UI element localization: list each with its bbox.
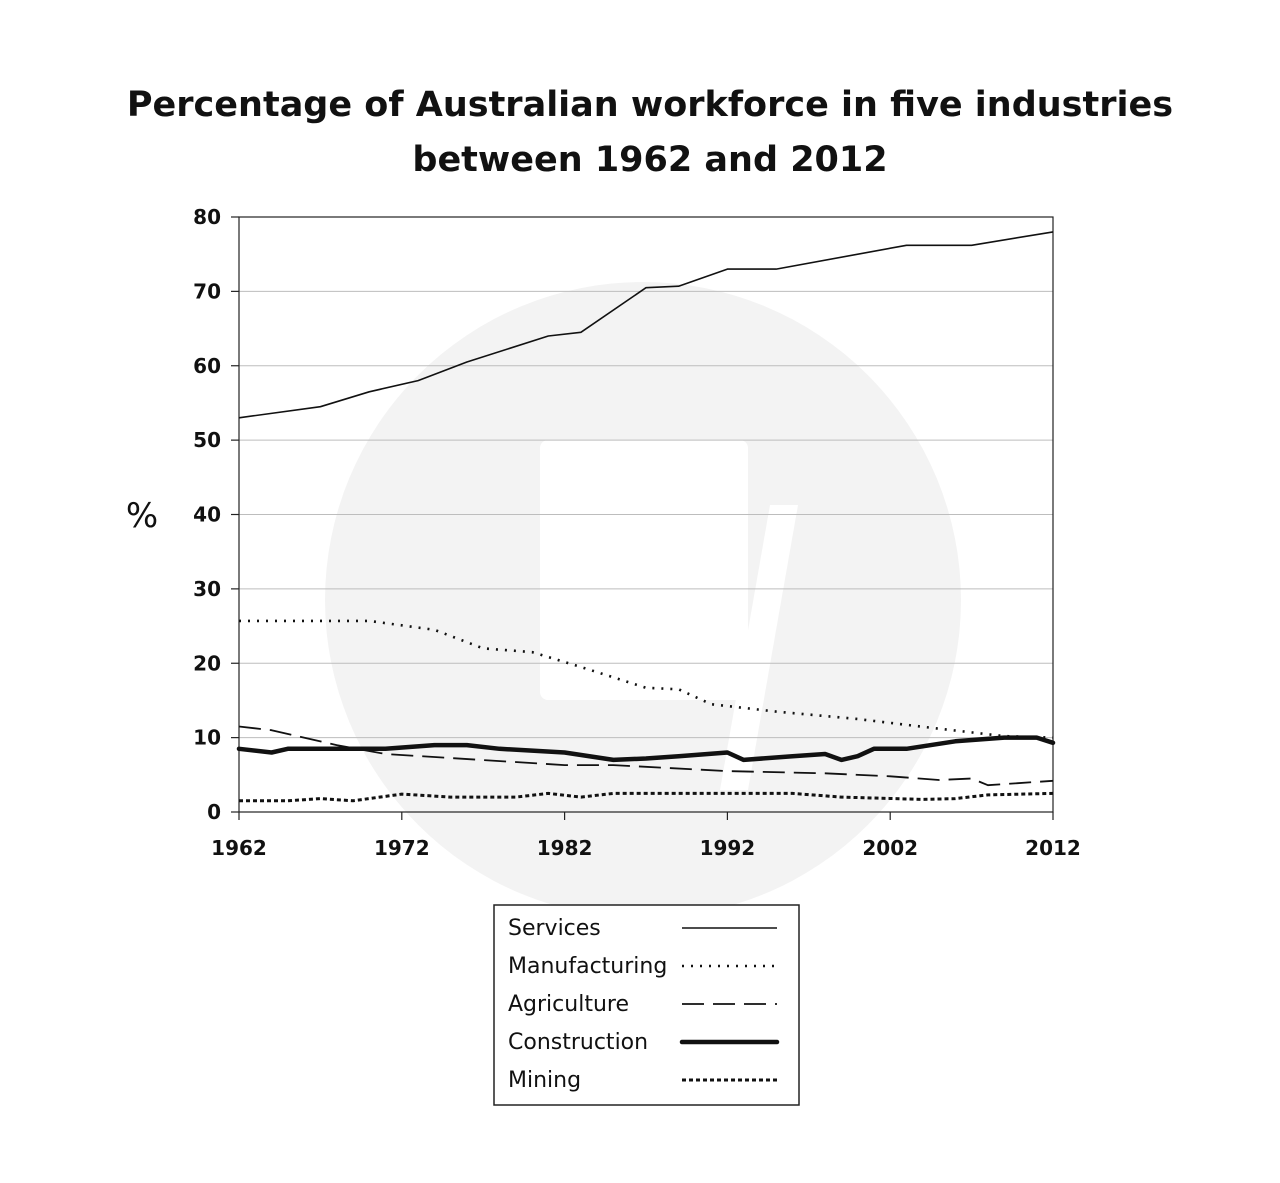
x-tick-label: 1992 xyxy=(700,836,756,860)
y-tick-label: 80 xyxy=(193,205,221,229)
series-line-mining xyxy=(239,791,1054,803)
chart-title-line-1: Percentage of Australian workforce in fi… xyxy=(126,85,1174,125)
y-tick-label: 20 xyxy=(193,651,221,675)
series-lines xyxy=(236,231,1056,803)
y-tick-label: 30 xyxy=(193,577,221,601)
watermark-logo xyxy=(325,282,961,918)
x-tick-label: 1962 xyxy=(211,836,267,860)
series-line-manufacturing xyxy=(239,619,1054,739)
legend: Services Manufacturing Agriculture Construc… xyxy=(493,904,800,1106)
y-tick-label: 70 xyxy=(193,279,221,303)
y-tick-label: 50 xyxy=(193,428,221,452)
legend-box xyxy=(493,904,800,1106)
y-tick-label: 60 xyxy=(193,354,221,378)
chart-title: Percentage of Australian workforce in fi… xyxy=(0,78,1280,188)
y-tick-label: 0 xyxy=(207,800,221,824)
y-tick-label: 40 xyxy=(193,503,221,527)
legend-label-construction: Construction xyxy=(508,1030,648,1055)
plot-frame xyxy=(238,216,1054,813)
y-tick-label: 10 xyxy=(193,726,221,750)
series-line-agriculture xyxy=(238,725,1054,787)
x-tick-label: 1982 xyxy=(537,836,593,860)
legend-label-agriculture: Agriculture xyxy=(508,992,629,1017)
axes: 0 10 20 30 40 50 60 70 80 1962 1972 1982 1992 2002 201… xyxy=(126,205,1081,860)
x-tick-label: 2002 xyxy=(862,836,918,860)
series-line-construction xyxy=(236,735,1056,763)
legend-label-manufacturing: Manufacturing xyxy=(508,954,667,979)
legend-label-mining: Mining xyxy=(508,1068,581,1093)
x-tick-label: 2012 xyxy=(1025,836,1081,860)
grid-lines xyxy=(239,290,1053,739)
legend-label-services: Services xyxy=(508,916,601,941)
y-axis-label: % xyxy=(126,496,158,536)
series-line-services xyxy=(238,231,1054,419)
x-tick-label: 1972 xyxy=(374,836,430,860)
chart-title-line-2: between 1962 and 2012 xyxy=(412,140,888,180)
